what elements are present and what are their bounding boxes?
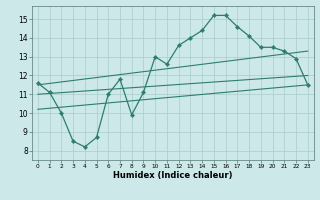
X-axis label: Humidex (Indice chaleur): Humidex (Indice chaleur) [113,171,233,180]
